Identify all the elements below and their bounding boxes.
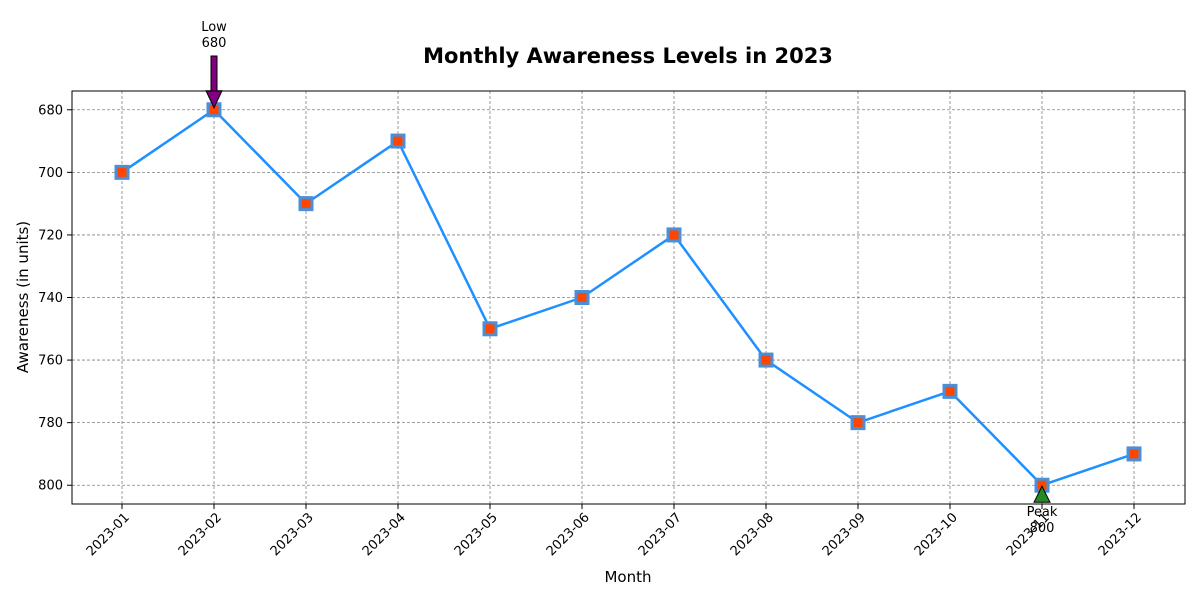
x-tick-label: 2023-09 — [820, 510, 869, 559]
low-annotation-label: Low — [201, 20, 227, 35]
x-tick-label: 2023-03 — [268, 510, 317, 559]
series-line — [121, 108, 1135, 487]
peak-annotation-label: Peak — [1027, 505, 1058, 520]
y-axis-label: Awareness (in units) — [14, 221, 32, 373]
y-tick-label: 800 — [38, 479, 63, 494]
series-line-path — [121, 108, 1135, 487]
x-axis-label: Month — [604, 568, 651, 586]
x-tick-label: 2023-02 — [176, 510, 225, 559]
grid — [72, 91, 1185, 504]
x-tick-label: 2023-10 — [912, 510, 961, 559]
x-tick-label: 2023-05 — [452, 510, 501, 559]
y-tick-label: 740 — [38, 291, 63, 306]
y-tick-label: 680 — [38, 103, 63, 118]
data-point-marker — [666, 227, 682, 243]
peak-annotation-arrow — [1033, 485, 1051, 503]
data-point-marker — [482, 321, 498, 337]
data-point-marker — [390, 133, 406, 149]
x-tick-label: 2023-07 — [636, 510, 685, 559]
data-point-marker — [298, 196, 314, 212]
chart-title: Monthly Awareness Levels in 2023 — [423, 44, 833, 68]
data-point-marker — [114, 164, 130, 180]
x-tick-label: 2023-06 — [544, 510, 593, 559]
y-tick-label: 780 — [38, 416, 63, 431]
y-tick-label: 760 — [38, 354, 63, 369]
data-point-marker — [1126, 446, 1142, 462]
y-axis: 680 700 720 740 760 780 800 — [38, 103, 72, 494]
x-tick-label: 2023-12 — [1096, 510, 1145, 559]
data-markers — [114, 102, 1142, 493]
data-point-marker — [942, 383, 958, 399]
y-tick-label: 700 — [38, 166, 63, 181]
x-tick-label: 2023-01 — [84, 510, 133, 559]
low-annotation-value: 680 — [202, 36, 227, 51]
x-tick-label: 2023-04 — [360, 510, 409, 559]
data-point-marker — [574, 290, 590, 305]
y-tick-label: 720 — [38, 228, 63, 243]
data-point-marker — [758, 352, 774, 368]
low-annotation-arrow — [205, 55, 223, 109]
x-axis: 2023-01 2023-02 2023-03 2023-04 2023-05 2023-… — [84, 504, 1145, 559]
x-tick-label: 2023-08 — [728, 510, 777, 559]
data-point-marker — [850, 415, 866, 431]
peak-annotation-value: 800 — [1030, 521, 1055, 536]
